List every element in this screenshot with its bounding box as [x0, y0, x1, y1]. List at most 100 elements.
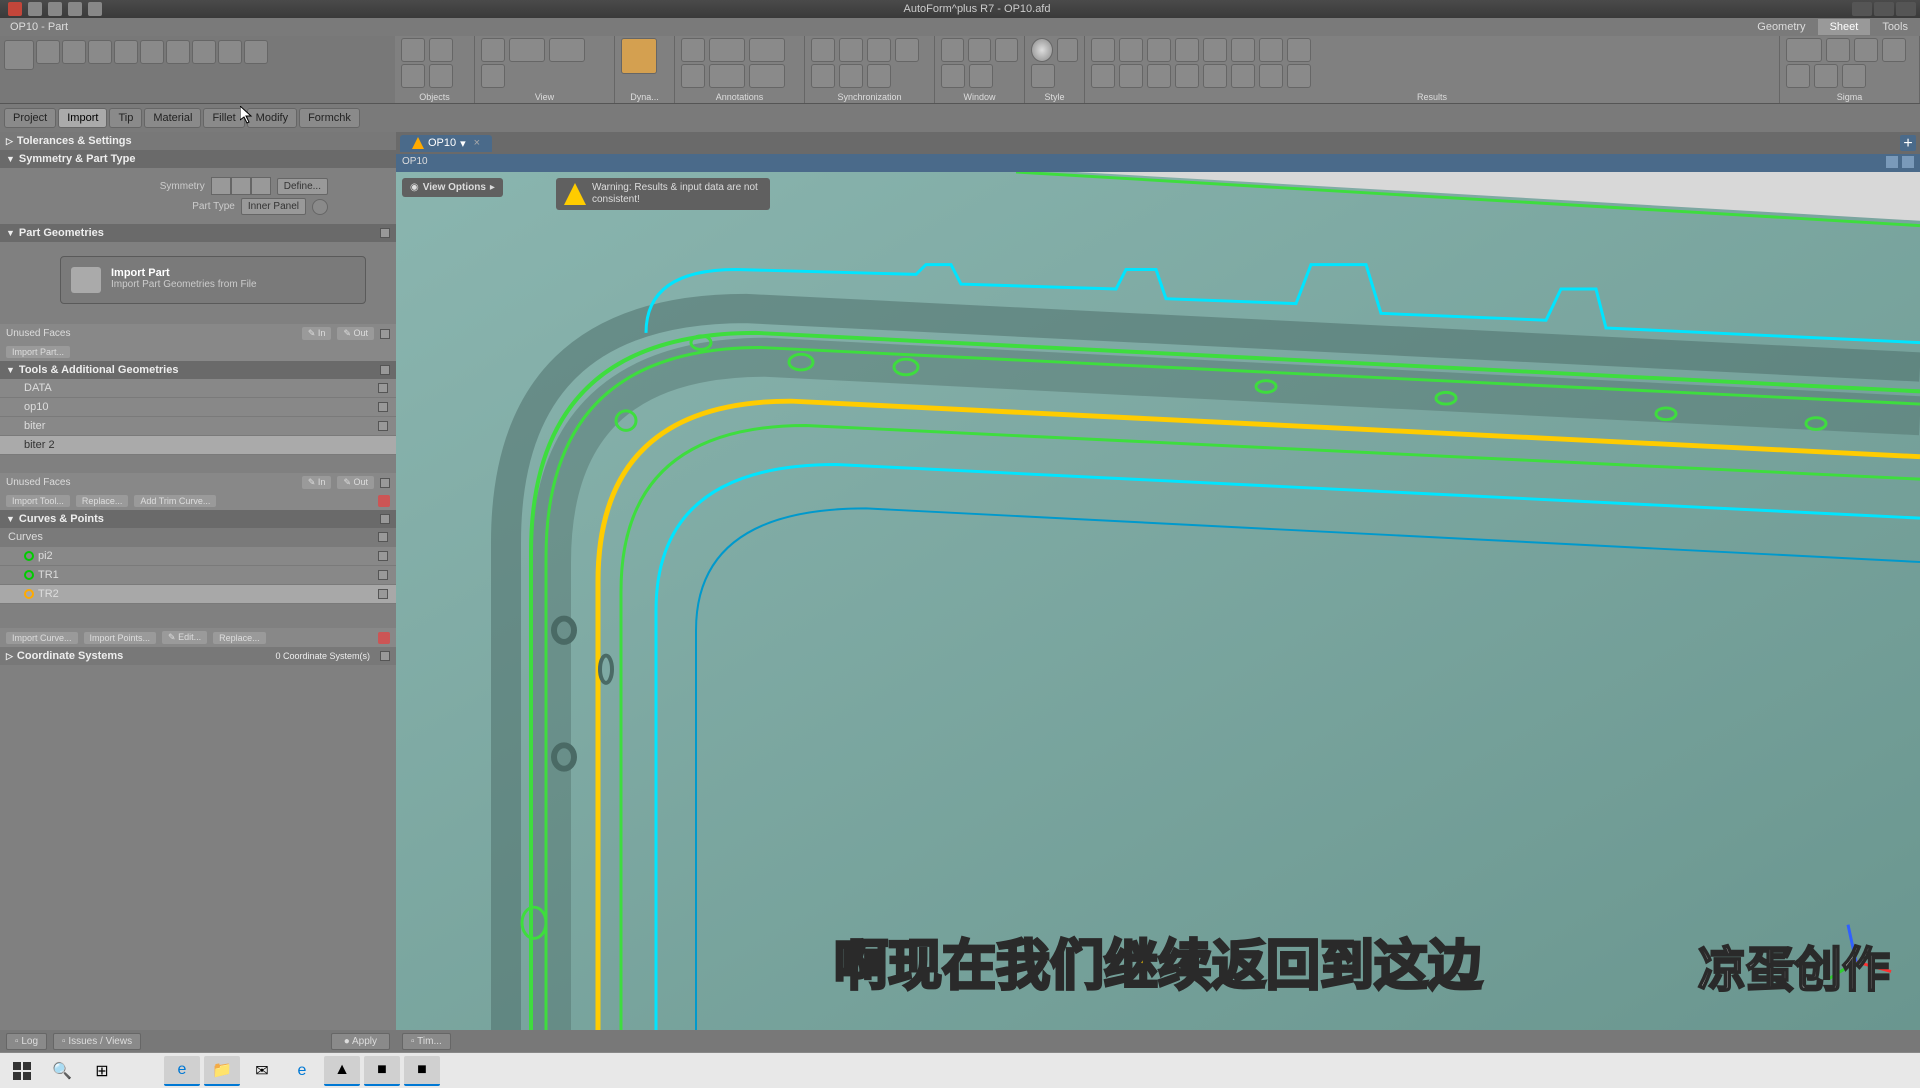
checkbox-icon[interactable]: [380, 228, 390, 238]
tree-item[interactable]: biter: [0, 417, 396, 436]
ribbon-btn[interactable]: [401, 64, 425, 88]
taskbar-app-autoform[interactable]: ▲: [324, 1056, 360, 1086]
tool-icon[interactable]: [114, 40, 138, 64]
search-icon[interactable]: 🔍: [44, 1056, 80, 1086]
qat-more-icon[interactable]: [88, 2, 102, 16]
section-part-geometries[interactable]: ▼ Part Geometries: [0, 224, 396, 242]
close-icon[interactable]: [1902, 156, 1914, 168]
ribbon-btn[interactable]: [811, 38, 835, 62]
add-tab-icon[interactable]: +: [1900, 135, 1916, 151]
checkbox-icon[interactable]: [380, 329, 390, 339]
ribbon-btn[interactable]: [995, 38, 1018, 62]
ribbon-btn[interactable]: [1882, 38, 1906, 62]
ribbon-btn[interactable]: [839, 64, 863, 88]
section-tolerances[interactable]: ▷ Tolerances & Settings: [0, 132, 396, 150]
start-button[interactable]: [4, 1056, 40, 1086]
taskbar-app[interactable]: [124, 1056, 160, 1086]
tab-close-icon[interactable]: ×: [474, 137, 480, 149]
ribbon-btn[interactable]: [1147, 64, 1171, 88]
tool-icon[interactable]: [244, 40, 268, 64]
ribbon-btn[interactable]: [481, 64, 505, 88]
ribbon-btn[interactable]: [401, 38, 425, 62]
ribbon-btn[interactable]: [1287, 64, 1311, 88]
ribbon-btn[interactable]: [509, 38, 545, 62]
section-curves-points[interactable]: ▼ Curves & Points: [0, 510, 396, 528]
checkbox-icon[interactable]: [378, 402, 388, 412]
tree-item[interactable]: DATA: [0, 379, 396, 398]
ribbon-btn[interactable]: [1854, 38, 1878, 62]
parttype-dropdown[interactable]: Inner Panel: [241, 198, 306, 215]
ribbon-btn[interactable]: [1175, 64, 1199, 88]
view-options-panel[interactable]: ◉ View Options ▸: [402, 178, 503, 197]
replace-button[interactable]: Replace...: [213, 632, 266, 644]
ribbon-btn[interactable]: [549, 38, 585, 62]
ribbon-btn[interactable]: [1091, 64, 1115, 88]
save-icon[interactable]: [28, 2, 42, 16]
delete-icon[interactable]: [378, 632, 390, 644]
ribbon-btn[interactable]: [1231, 64, 1255, 88]
ribbon-btn[interactable]: [1031, 64, 1055, 88]
out-button[interactable]: ✎ Out: [337, 476, 374, 489]
close-button[interactable]: [1896, 2, 1916, 16]
ribbon-btn[interactable]: [941, 38, 964, 62]
tool-icon[interactable]: [88, 40, 112, 64]
section-tools-geom[interactable]: ▼ Tools & Additional Geometries: [0, 361, 396, 379]
import-curve-button[interactable]: Import Curve...: [6, 632, 78, 644]
maximize-button[interactable]: [1874, 2, 1894, 16]
ribbon-btn[interactable]: [681, 38, 705, 62]
in-button[interactable]: ✎ In: [302, 327, 332, 340]
ribbon-btn[interactable]: [867, 64, 891, 88]
tab-tools[interactable]: Tools: [1870, 19, 1920, 35]
subtab-modify[interactable]: Modify: [247, 108, 297, 128]
section-coord-sys[interactable]: ▷ Coordinate Systems 0 Coordinate System…: [0, 647, 396, 665]
import-part-button[interactable]: Import Part...: [6, 346, 70, 358]
ribbon-btn[interactable]: [749, 64, 785, 88]
ribbon-btn[interactable]: [1259, 38, 1283, 62]
ribbon-btn[interactable]: [1203, 64, 1227, 88]
taskbar-app-ie[interactable]: e: [284, 1056, 320, 1086]
taskbar-app[interactable]: ■: [404, 1056, 440, 1086]
checkbox-icon[interactable]: [380, 365, 390, 375]
maximize-icon[interactable]: [1886, 156, 1898, 168]
undo-icon[interactable]: [48, 2, 62, 16]
tool-icon[interactable]: [62, 40, 86, 64]
ribbon-btn[interactable]: [941, 64, 965, 88]
checkbox-icon[interactable]: [380, 651, 390, 661]
ribbon-btn[interactable]: [1057, 38, 1079, 62]
add-trim-button[interactable]: Add Trim Curve...: [134, 495, 216, 507]
subtab-project[interactable]: Project: [4, 108, 56, 128]
import-part-box[interactable]: Import Part Import Part Geometries from …: [60, 256, 366, 304]
tool-icon[interactable]: [36, 40, 60, 64]
taskbar-app-explorer[interactable]: 📁: [204, 1056, 240, 1086]
tab-dropdown-icon[interactable]: ▾: [460, 137, 466, 150]
section-symmetry[interactable]: ▼ Symmetry & Part Type: [0, 150, 396, 168]
taskbar-app[interactable]: ■: [364, 1056, 400, 1086]
curve-item[interactable]: TR1: [0, 566, 396, 585]
viewport-canvas[interactable]: ◉ View Options ▸ Warning: Results & inpu…: [396, 172, 1920, 1030]
ribbon-btn[interactable]: [1786, 64, 1810, 88]
taskbar-app-edge[interactable]: e: [164, 1056, 200, 1086]
ribbon-btn[interactable]: [709, 64, 745, 88]
tool-icon[interactable]: [192, 40, 216, 64]
ribbon-btn[interactable]: [709, 38, 745, 62]
ribbon-btn[interactable]: [1786, 38, 1822, 62]
ribbon-btn[interactable]: [1287, 38, 1311, 62]
ribbon-btn[interactable]: [811, 64, 835, 88]
viewport-tab[interactable]: OP10 ▾ ×: [400, 135, 492, 152]
tool-icon[interactable]: [218, 40, 242, 64]
taskbar-app-mail[interactable]: ✉: [244, 1056, 280, 1086]
tool-icon[interactable]: [166, 40, 190, 64]
in-button[interactable]: ✎ In: [302, 476, 332, 489]
define-dropdown[interactable]: Define...: [277, 178, 328, 195]
out-button[interactable]: ✎ Out: [337, 327, 374, 340]
checkbox-icon[interactable]: [380, 478, 390, 488]
ribbon-btn[interactable]: [1031, 38, 1053, 62]
minimize-button[interactable]: [1852, 2, 1872, 16]
ribbon-btn[interactable]: [681, 64, 705, 88]
ribbon-btn[interactable]: [895, 38, 919, 62]
checkbox-icon[interactable]: [378, 551, 388, 561]
ribbon-btn[interactable]: [1203, 38, 1227, 62]
redo-icon[interactable]: [68, 2, 82, 16]
tool-icon[interactable]: [140, 40, 164, 64]
ribbon-btn[interactable]: [1119, 38, 1143, 62]
